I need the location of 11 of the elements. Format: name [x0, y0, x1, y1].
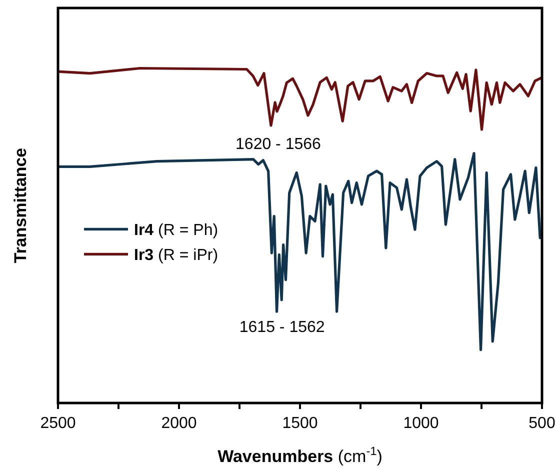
x-tick-label: 1000: [403, 415, 439, 432]
x-axis-title: Wavenumbers (cm$^{-1}$): [218, 444, 382, 466]
x-tick-label: 1500: [282, 415, 318, 432]
y-axis-title: Transmittance: [11, 148, 30, 264]
legend-label: Ir3 (R = iPr): [134, 247, 218, 264]
x-tick-label: 2000: [161, 415, 197, 432]
annotation: 1620 - 1566: [236, 136, 322, 153]
x-tick-label: 500: [528, 415, 556, 432]
annotation: 1615 - 1562: [239, 319, 325, 336]
legend-label: Ir4 (R = Ph): [134, 222, 218, 240]
x-tick-label: 2500: [40, 415, 76, 432]
